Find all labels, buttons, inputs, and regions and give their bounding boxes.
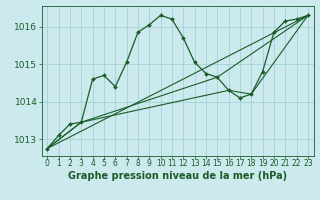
X-axis label: Graphe pression niveau de la mer (hPa): Graphe pression niveau de la mer (hPa): [68, 171, 287, 181]
